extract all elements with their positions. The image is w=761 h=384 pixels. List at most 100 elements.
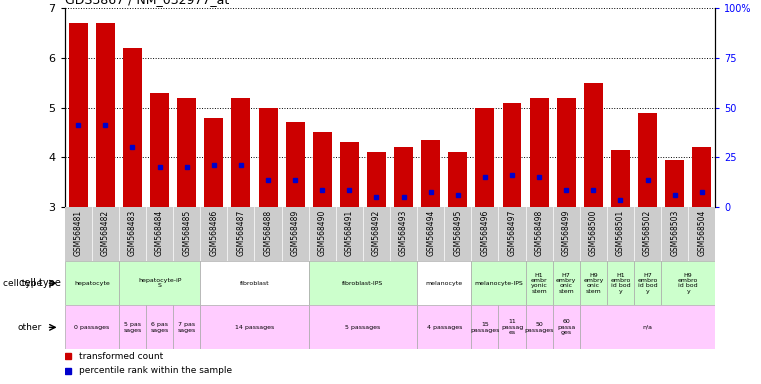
Text: GSM568484: GSM568484: [155, 210, 164, 256]
Bar: [526, 305, 552, 349]
Bar: [313, 132, 332, 207]
Text: GSM568491: GSM568491: [345, 210, 354, 256]
Text: transformed count: transformed count: [79, 352, 164, 361]
Text: 4 passages: 4 passages: [427, 325, 462, 330]
Text: GSM568499: GSM568499: [562, 210, 571, 257]
Bar: [68, 23, 88, 207]
Bar: [476, 108, 495, 207]
Text: 50
passages: 50 passages: [524, 322, 554, 333]
Bar: [309, 261, 417, 305]
Bar: [285, 122, 304, 207]
Text: GSM568498: GSM568498: [535, 210, 543, 256]
Text: GSM568492: GSM568492: [372, 210, 381, 256]
Bar: [584, 83, 603, 207]
Bar: [634, 261, 661, 305]
Bar: [530, 98, 549, 207]
Bar: [96, 23, 115, 207]
Bar: [552, 261, 580, 305]
Bar: [611, 150, 630, 207]
Text: GSM568502: GSM568502: [643, 210, 652, 256]
Bar: [150, 93, 169, 207]
Text: GSM568495: GSM568495: [454, 210, 462, 257]
Bar: [200, 261, 309, 305]
Bar: [580, 261, 607, 305]
Bar: [417, 305, 471, 349]
Bar: [661, 261, 715, 305]
Text: GSM568504: GSM568504: [697, 210, 706, 257]
Bar: [665, 160, 684, 207]
Text: H9
embro
id bod
y: H9 embro id bod y: [678, 273, 699, 294]
Text: 6 pas
sages: 6 pas sages: [151, 322, 169, 333]
Text: hepatocyte: hepatocyte: [74, 281, 110, 286]
Bar: [421, 140, 440, 207]
Bar: [498, 305, 526, 349]
Bar: [204, 118, 223, 207]
Text: GDS3867 / NM_032977_at: GDS3867 / NM_032977_at: [65, 0, 229, 7]
Bar: [557, 98, 576, 207]
Text: hepatocyte-iP
S: hepatocyte-iP S: [138, 278, 181, 288]
Bar: [146, 305, 174, 349]
Text: GSM568501: GSM568501: [616, 210, 625, 256]
Text: melanocyte-IPS: melanocyte-IPS: [474, 281, 523, 286]
Text: n/a: n/a: [642, 325, 653, 330]
Text: 5 pas
sages: 5 pas sages: [123, 322, 142, 333]
Text: GSM568493: GSM568493: [399, 210, 408, 257]
Bar: [552, 305, 580, 349]
Bar: [200, 305, 309, 349]
Bar: [417, 261, 471, 305]
Text: 11
passag
es: 11 passag es: [501, 319, 523, 335]
Bar: [177, 98, 196, 207]
Text: fibroblast: fibroblast: [240, 281, 269, 286]
Text: 60
passa
ges: 60 passa ges: [557, 319, 575, 335]
Text: GSM568488: GSM568488: [263, 210, 272, 256]
Bar: [174, 305, 200, 349]
Bar: [638, 113, 657, 207]
Bar: [580, 305, 715, 349]
Bar: [119, 261, 200, 305]
Text: GSM568487: GSM568487: [237, 210, 245, 256]
Bar: [65, 305, 119, 349]
Bar: [471, 261, 526, 305]
Bar: [309, 305, 417, 349]
Text: H9
embry
onic
stem: H9 embry onic stem: [583, 273, 603, 294]
Text: GSM568481: GSM568481: [74, 210, 83, 256]
Bar: [259, 108, 278, 207]
Text: GSM568496: GSM568496: [480, 210, 489, 257]
Text: H7
embry
onic
stem: H7 embry onic stem: [556, 273, 576, 294]
Text: 5 passages: 5 passages: [345, 325, 380, 330]
Text: GSM568490: GSM568490: [318, 210, 326, 257]
Text: 14 passages: 14 passages: [235, 325, 274, 330]
Text: cell type: cell type: [3, 279, 42, 288]
Bar: [448, 152, 467, 207]
Text: GSM568482: GSM568482: [101, 210, 110, 256]
Text: melanocyte: melanocyte: [425, 281, 463, 286]
Bar: [123, 48, 142, 207]
Text: percentile rank within the sample: percentile rank within the sample: [79, 366, 232, 376]
Text: cell type: cell type: [19, 278, 61, 288]
Bar: [367, 152, 386, 207]
Bar: [340, 142, 359, 207]
Text: 0 passages: 0 passages: [74, 325, 110, 330]
Bar: [693, 147, 712, 207]
Bar: [607, 261, 634, 305]
Text: H1
embro
id bod
y: H1 embro id bod y: [610, 273, 631, 294]
Bar: [119, 305, 146, 349]
Text: GSM568503: GSM568503: [670, 210, 679, 257]
Bar: [231, 98, 250, 207]
Bar: [471, 305, 498, 349]
Text: H7
embro
id bod
y: H7 embro id bod y: [638, 273, 658, 294]
Text: GSM568494: GSM568494: [426, 210, 435, 257]
Text: fibroblast-IPS: fibroblast-IPS: [342, 281, 384, 286]
Text: 7 pas
sages: 7 pas sages: [177, 322, 196, 333]
Bar: [65, 261, 119, 305]
Text: H1
embr
yonic
stem: H1 embr yonic stem: [530, 273, 548, 294]
Bar: [502, 103, 521, 207]
Bar: [394, 147, 413, 207]
Text: GSM568500: GSM568500: [589, 210, 598, 257]
Text: GSM568485: GSM568485: [182, 210, 191, 256]
Text: 15
passages: 15 passages: [470, 322, 499, 333]
Text: GSM568486: GSM568486: [209, 210, 218, 256]
Text: GSM568497: GSM568497: [508, 210, 517, 257]
Text: GSM568489: GSM568489: [291, 210, 300, 256]
Text: other: other: [18, 323, 42, 332]
